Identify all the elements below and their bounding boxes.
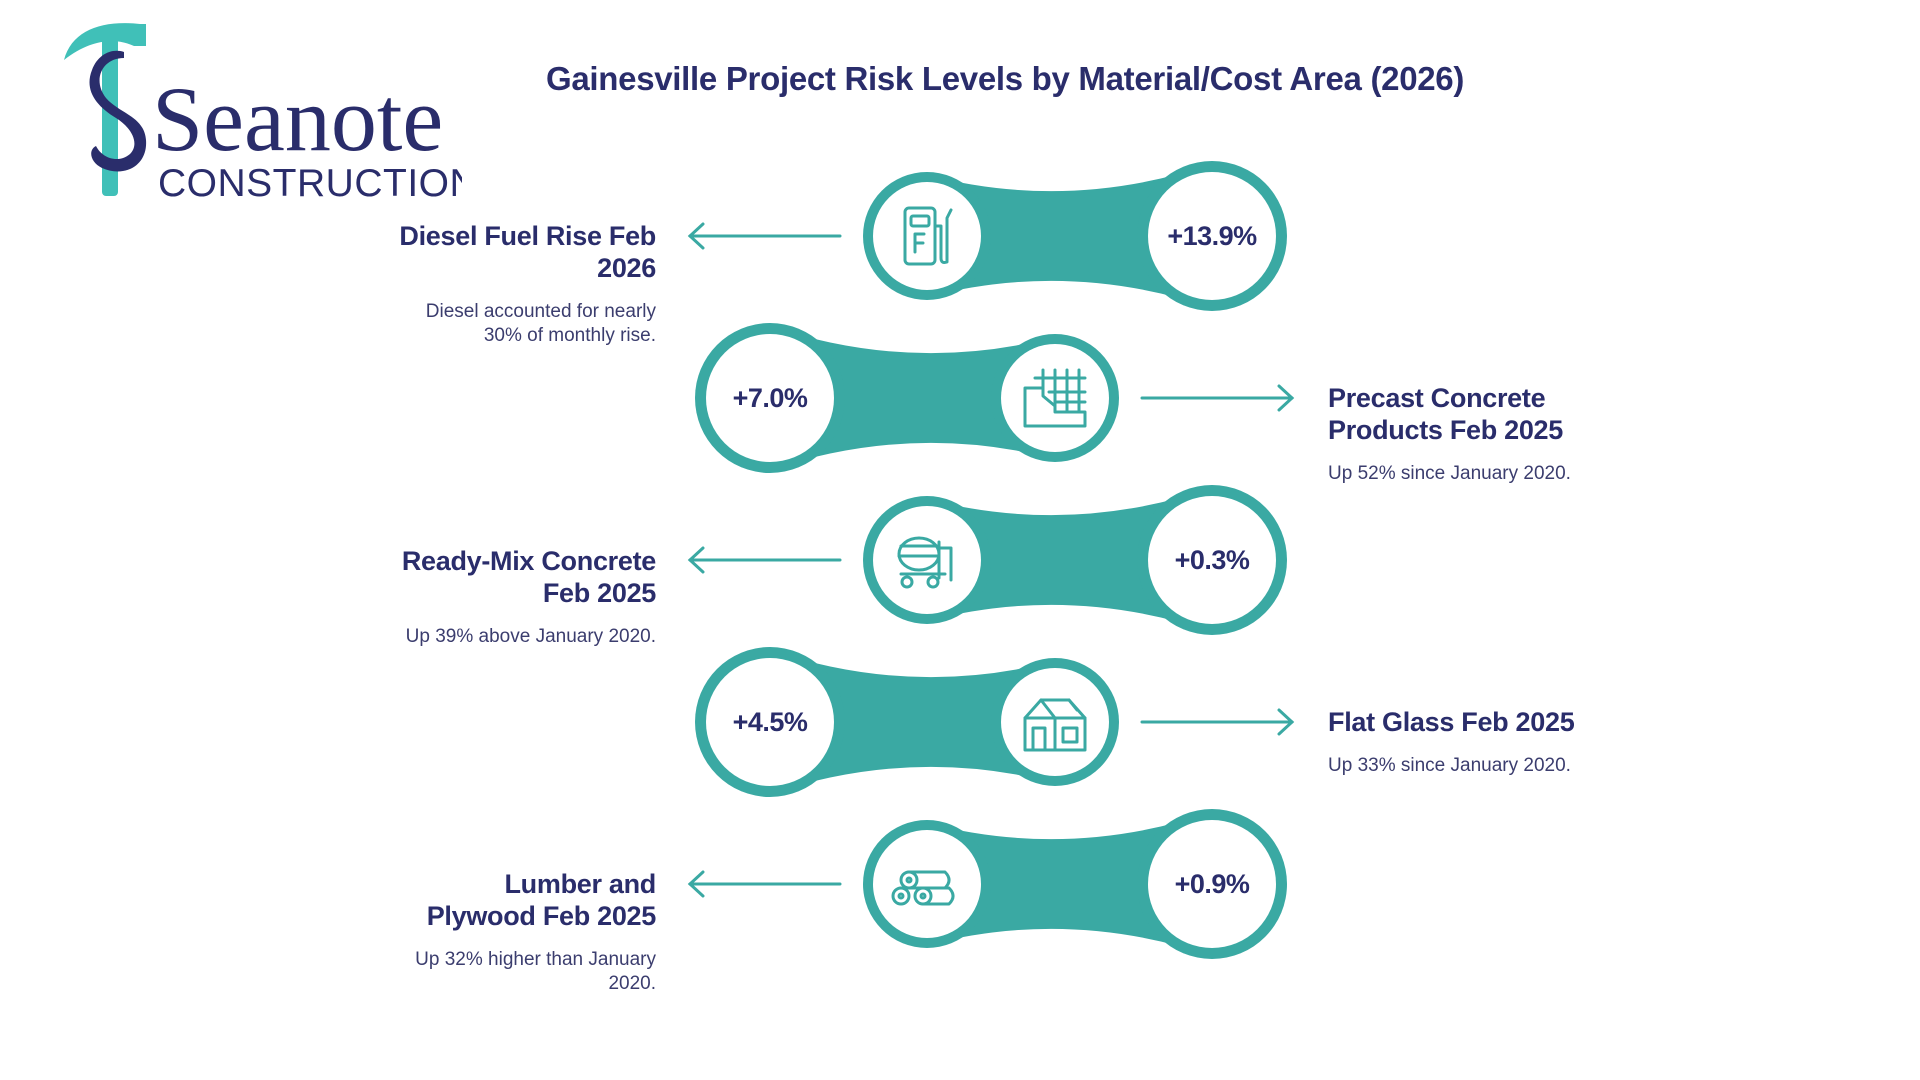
item-ready-mix: Ready-Mix Concrete Feb 2025 Up 39% above… xyxy=(396,545,656,649)
value-lumber: +0.9% xyxy=(1174,869,1250,899)
arrow-icon xyxy=(687,870,842,898)
chain-link xyxy=(687,809,1287,959)
item-diesel: Diesel Fuel Rise Feb 2026 Diesel account… xyxy=(396,220,656,348)
value-precast: +7.0% xyxy=(732,383,808,413)
hammer-icon xyxy=(64,23,146,60)
arrow-icon xyxy=(687,222,842,250)
item-precast: Precast Concrete Products Feb 2025 Up 52… xyxy=(1328,382,1588,486)
item-note: Up 39% above January 2020. xyxy=(405,626,656,647)
icon-ring-inner xyxy=(873,506,981,614)
glass-building-icon xyxy=(1023,698,1087,752)
chain-link xyxy=(695,647,1295,797)
arrow-icon xyxy=(687,546,842,574)
item-label: Precast Concrete Products Feb 2025 xyxy=(1328,383,1563,445)
concrete-mixer-icon xyxy=(897,536,953,589)
item-note: Diesel accounted for nearly 30% of month… xyxy=(425,301,656,346)
item-label: Diesel Fuel Rise Feb 2026 xyxy=(399,221,656,283)
value-ring-inner xyxy=(1148,172,1276,300)
value-ring-inner xyxy=(1148,496,1276,624)
item-label: Flat Glass Feb 2025 xyxy=(1328,707,1575,737)
chain-link xyxy=(687,485,1287,635)
logo-subtitle: CONSTRUCTION xyxy=(158,162,462,203)
value-ring-inner xyxy=(1148,820,1276,948)
arrow-icon xyxy=(1140,708,1295,736)
connector xyxy=(927,812,1212,956)
precast-panel-icon xyxy=(1023,368,1087,428)
seanote-logo: Seanote CONSTRUCTION xyxy=(64,23,462,203)
fuel-pump-icon xyxy=(903,206,953,266)
chain-link xyxy=(687,161,1287,311)
value-ready-mix: +0.3% xyxy=(1174,545,1250,575)
item-label: Lumber and Plywood Feb 2025 xyxy=(426,869,657,931)
icon-ring-inner xyxy=(873,182,981,290)
value-diesel: +13.9% xyxy=(1167,221,1257,251)
seahorse-icon xyxy=(89,50,147,172)
item-flat-glass: Flat Glass Feb 2025 Up 33% since January… xyxy=(1328,706,1588,778)
lumber-logs-icon xyxy=(891,870,955,906)
item-note: Up 32% higher than January 2020. xyxy=(415,949,656,994)
item-note: Up 33% since January 2020. xyxy=(1328,755,1571,776)
value-flat-glass: +4.5% xyxy=(732,707,808,737)
value-ring-inner xyxy=(706,334,834,462)
item-lumber: Lumber and Plywood Feb 2025 Up 32% highe… xyxy=(396,868,656,996)
connector xyxy=(770,326,1055,470)
connector xyxy=(927,488,1212,632)
logo-wordmark: Seanote xyxy=(152,68,443,170)
icon-ring-inner xyxy=(873,830,981,938)
item-note: Up 52% since January 2020. xyxy=(1328,463,1571,484)
connector xyxy=(927,164,1212,308)
chain-link xyxy=(695,323,1295,473)
value-ring-inner xyxy=(706,658,834,786)
page-title: Gainesville Project Risk Levels by Mater… xyxy=(546,60,1465,97)
arrow-icon xyxy=(1140,384,1295,412)
connector xyxy=(770,650,1055,794)
item-label: Ready-Mix Concrete Feb 2025 xyxy=(401,546,656,608)
